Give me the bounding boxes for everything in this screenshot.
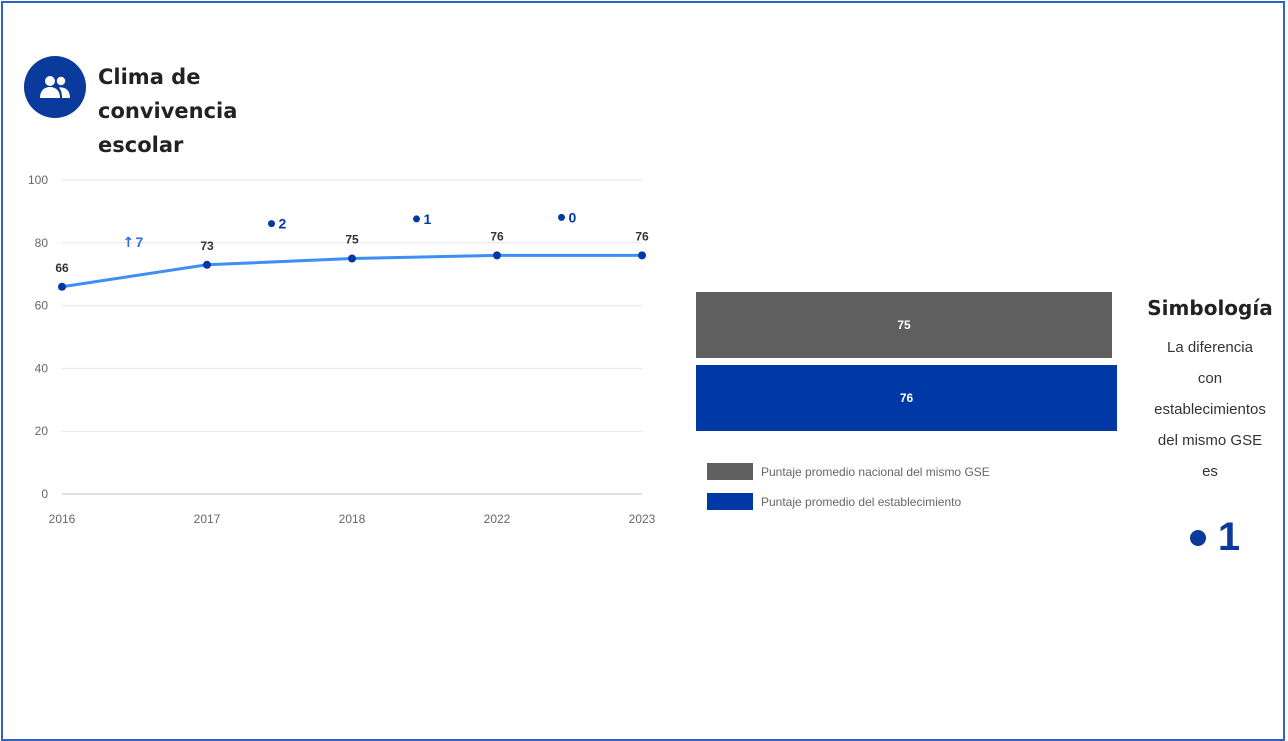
legend-item-school: Puntaje promedio del establecimiento bbox=[707, 493, 990, 510]
simbologia-value: 1 bbox=[1217, 515, 1241, 559]
change-arrow-icon: ↑ bbox=[123, 235, 135, 251]
legend-swatch-national bbox=[707, 463, 753, 480]
title-line-1: Clima de bbox=[98, 65, 201, 89]
legend-label-school: Puntaje promedio del establecimiento bbox=[761, 494, 962, 509]
data-point bbox=[348, 254, 356, 263]
data-label: 73 bbox=[200, 239, 214, 253]
legend-swatch-school bbox=[707, 493, 753, 510]
data-label: 66 bbox=[55, 261, 69, 275]
change-value: 2 bbox=[279, 216, 287, 232]
simbologia-line-4: del mismo GSE bbox=[1157, 432, 1263, 449]
data-label: 75 bbox=[345, 233, 359, 247]
bar-national-label: 75 bbox=[897, 318, 911, 332]
title-line-2: convivencia escolar bbox=[98, 99, 238, 157]
change-dot-icon bbox=[413, 215, 420, 223]
x-tick-label: 2017 bbox=[194, 512, 221, 526]
change-value: 0 bbox=[569, 209, 577, 225]
simbologia-title: Simbología bbox=[1147, 296, 1273, 320]
section-header: Clima de convivencia escolar bbox=[24, 56, 308, 162]
legend-item-national: Puntaje promedio nacional del mismo GSE bbox=[707, 463, 990, 480]
data-point bbox=[493, 251, 501, 260]
y-tick-label: 20 bbox=[35, 424, 49, 438]
data-label: 76 bbox=[635, 229, 649, 243]
data-point bbox=[58, 282, 66, 291]
data-label: 76 bbox=[490, 229, 504, 243]
simbologia-line-5: es bbox=[1202, 463, 1218, 480]
bar-legend: Puntaje promedio nacional del mismo GSE … bbox=[707, 463, 990, 523]
simbologia-panel: Simbología La diferencia con establecimi… bbox=[1140, 296, 1280, 560]
legend-label-national: Puntaje promedio nacional del mismo GSE bbox=[761, 464, 990, 479]
simbologia-line-3: establecimientos bbox=[1154, 401, 1266, 418]
bar-school-label: 76 bbox=[899, 391, 914, 405]
x-tick-label: 2022 bbox=[484, 512, 511, 526]
change-value: 7 bbox=[136, 234, 144, 250]
y-tick-label: 0 bbox=[41, 487, 48, 501]
change-value: 1 bbox=[424, 211, 432, 227]
simbologia-result: 1 bbox=[1150, 515, 1280, 560]
change-dot-icon bbox=[558, 213, 565, 221]
dot-icon bbox=[1189, 529, 1206, 546]
x-tick-label: 2023 bbox=[629, 512, 656, 526]
page-title: Clima de convivencia escolar bbox=[98, 60, 308, 162]
bar-national: 75 bbox=[696, 292, 1112, 358]
x-tick-label: 2018 bbox=[339, 512, 366, 526]
data-point bbox=[638, 251, 646, 260]
simbologia-line-1: La diferencia bbox=[1167, 339, 1253, 356]
bar-school: 76 bbox=[696, 365, 1117, 431]
y-tick-label: 100 bbox=[28, 173, 48, 187]
data-point bbox=[203, 260, 211, 269]
y-tick-label: 80 bbox=[35, 236, 49, 250]
simbologia-description: La diferencia con establecimientos del m… bbox=[1140, 332, 1280, 487]
change-dot-icon bbox=[268, 220, 275, 228]
y-tick-label: 60 bbox=[35, 299, 49, 313]
y-tick-label: 40 bbox=[35, 361, 49, 375]
people-group-icon bbox=[24, 56, 86, 118]
x-tick-label: 2016 bbox=[49, 512, 76, 526]
simbologia-line-2: con bbox=[1197, 370, 1223, 387]
